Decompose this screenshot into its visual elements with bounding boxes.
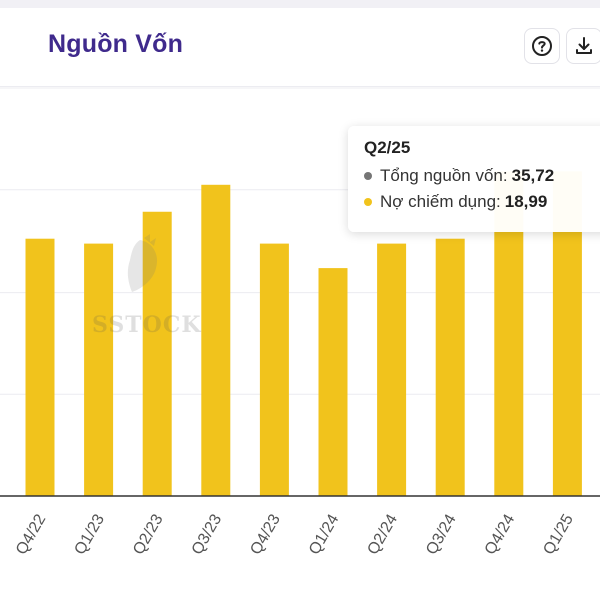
watermark-text: SSTOCK [92, 312, 202, 338]
x-tick-label: Q4/24 [482, 511, 519, 557]
x-tick-label: Q3/23 [189, 511, 226, 557]
tooltip-row-debt: Nợ chiếm dụng: 18,99 [364, 192, 600, 212]
tooltip-label-total: Tổng nguồn vốn: [380, 166, 508, 185]
tooltip-value-total: 35,72 [511, 166, 555, 185]
rooster-logo-icon [127, 234, 158, 292]
top-strip [0, 0, 600, 8]
x-tick-label: Q4/22 [13, 511, 50, 557]
x-tick-label: Q1/23 [72, 511, 109, 557]
help-button[interactable] [524, 28, 560, 64]
bar-Q3-23[interactable] [201, 184, 231, 496]
bar-Q4-22[interactable] [25, 238, 55, 496]
watermark-logo: SSTOCK [92, 232, 201, 338]
header-divider [0, 86, 600, 87]
series-dot-debt [364, 198, 372, 206]
tooltip-title: Q2/25 [364, 138, 411, 157]
bar-Q2-23[interactable] [142, 211, 172, 496]
tooltip-row-total: Tổng nguồn vốn: 35,72 [364, 166, 600, 186]
download-icon [576, 37, 592, 54]
x-tick-label: Q2/24 [365, 511, 402, 557]
chart-tooltip: Q2/25 Tổng nguồn vốn: 35,72 Nợ chiếm dụn… [348, 126, 600, 232]
tooltip-label-debt: Nợ chiếm dụng: [380, 192, 501, 211]
bar-Q3-24[interactable] [435, 238, 465, 496]
series-dot-total [364, 172, 372, 180]
x-tick-label: Q1/25 [540, 511, 577, 557]
x-tick-label: Q2/23 [130, 511, 167, 557]
x-tick-label: Q3/24 [423, 511, 460, 557]
bar-Q2-24[interactable] [377, 243, 407, 496]
bar-Q4-23[interactable] [259, 243, 289, 496]
page-title: Nguồn Vốn [48, 30, 184, 58]
x-tick-label: Q4/23 [247, 511, 284, 557]
x-tick-label: Q1/24 [306, 511, 343, 557]
tooltip-value-debt: 18,99 [504, 192, 548, 211]
bar-Q1-24[interactable] [318, 268, 348, 496]
download-button[interactable] [566, 28, 600, 64]
question-circle-icon [532, 36, 552, 56]
bar-Q1-23[interactable] [84, 243, 114, 496]
